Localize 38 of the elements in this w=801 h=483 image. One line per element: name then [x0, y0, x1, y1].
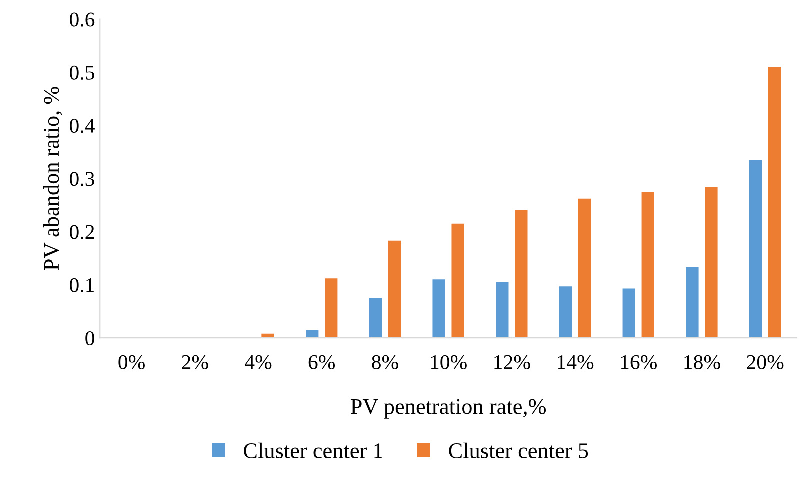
x-tick-label: 20% [747, 355, 784, 370]
bar [559, 286, 572, 338]
x-tick-label: 16% [621, 355, 657, 370]
y-tick-label: 0.5 [70, 66, 94, 80]
bar [578, 198, 592, 338]
bar [388, 240, 402, 338]
x-tick-label: 18% [684, 355, 720, 370]
bar [496, 282, 509, 338]
bar [369, 298, 382, 338]
bar [642, 192, 654, 338]
bar [306, 330, 319, 338]
x-tick-label: 10% [431, 355, 467, 370]
x-tick-label: 6% [308, 355, 336, 370]
y-tick-label: 0.6 [70, 12, 95, 27]
bar [325, 278, 338, 338]
bar [768, 67, 782, 338]
legend-label: Cluster center 5 [449, 442, 588, 458]
x-tick-label: 2% [182, 355, 208, 370]
x-tick-label: 14% [558, 355, 594, 370]
x-tick-label: 4% [245, 355, 272, 370]
x-tick-label: 12% [494, 355, 530, 370]
bar [749, 160, 762, 338]
y-axis-title: PV abandon ratio, % [44, 87, 62, 270]
y-tick-label: 0 [86, 331, 94, 346]
bar [686, 267, 699, 338]
bar [622, 288, 636, 338]
legend-label: Cluster center 1 [244, 442, 382, 458]
y-tick-label: 0.4 [70, 118, 95, 134]
y-tick-label: 0.3 [70, 172, 94, 186]
x-axis-title: PV penetration rate,% [350, 399, 546, 419]
y-tick-label: 0.1 [70, 278, 94, 292]
y-tick-label: 0.2 [70, 225, 94, 240]
bar [432, 280, 446, 338]
x-tick-label: 0% [118, 355, 145, 370]
bar [452, 224, 464, 338]
x-tick-label: 8% [372, 355, 398, 370]
bar [515, 210, 528, 338]
bar [705, 187, 718, 338]
